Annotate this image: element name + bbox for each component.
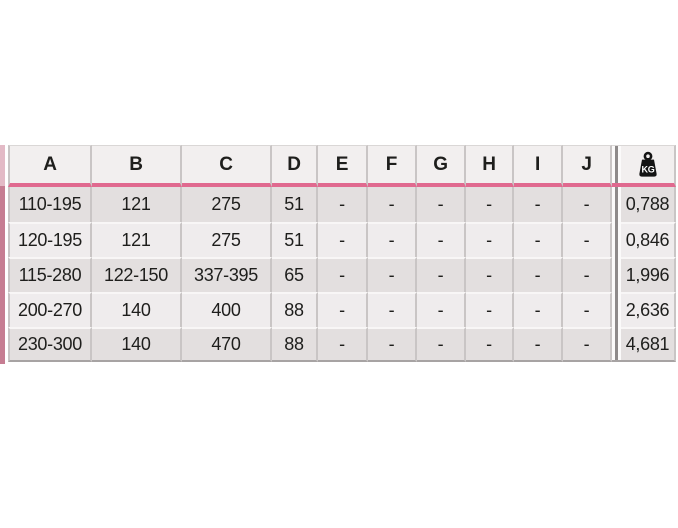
cell-e: - [318,222,368,257]
table-row: 115-280 122-150 337-395 65- - - - - -1,996 [8,257,676,292]
cell-d: 65 [272,257,318,292]
column-header-e: E [318,145,368,187]
cell-g: - [417,292,466,327]
cell-c: 400 [182,292,272,327]
cell-h: - [466,187,514,222]
weight-column-header: KG [621,145,676,187]
cell-d: 88 [272,327,318,362]
column-header-h: H [466,145,514,187]
table-row: 200-270 140 400 88- - - - - -2,636 [8,292,676,327]
cell-h: - [466,257,514,292]
row-spacer [612,257,621,292]
cell-g: - [417,222,466,257]
cell-d: 51 [272,222,318,257]
cell-f: - [368,327,417,362]
cell-j: - [563,222,612,257]
cell-i: - [514,257,563,292]
cell-a: 230-300 [8,327,92,362]
cell-i: - [514,292,563,327]
kg-icon-label: KG [641,165,654,175]
cell-f: - [368,257,417,292]
kg-weight-icon: KG [638,151,657,177]
cell-e: - [318,187,368,222]
cell-b: 140 [92,292,182,327]
table-row: 120-195 121 275 51- - - - - -0,846 [8,222,676,257]
column-header-i: I [514,145,563,187]
table-header: A B C D E F G H I J KG [8,145,676,187]
column-header-g: G [417,145,466,187]
row-spacer [612,187,621,222]
cell-a: 120-195 [8,222,92,257]
cell-d: 88 [272,292,318,327]
weight-cell: 4,681 [621,327,676,362]
table-row: 230-300 140 470 88- - - - - -4,681 [8,327,676,362]
cell-i: - [514,187,563,222]
cell-c: 275 [182,187,272,222]
header-row: A B C D E F G H I J KG [8,145,676,187]
cell-c: 337-395 [182,257,272,292]
cell-g: - [417,327,466,362]
row-spacer [612,327,621,362]
cell-c: 470 [182,327,272,362]
weight-cell: 0,846 [621,222,676,257]
cell-f: - [368,292,417,327]
cell-g: - [417,187,466,222]
header-spacer [612,145,621,187]
cell-i: - [514,327,563,362]
cell-g: - [417,257,466,292]
table-row: 110-195 121 275 51- - - - - -0,788 [8,187,676,222]
cell-b: 121 [92,222,182,257]
table-body: 110-195 121 275 51- - - - - -0,788 120-195 121 275 5… [8,187,676,362]
cell-b: 122-150 [92,257,182,292]
column-header-b: B [92,145,182,187]
cell-a: 110-195 [8,187,92,222]
cell-e: - [318,292,368,327]
cell-j: - [563,187,612,222]
cell-a: 200-270 [8,292,92,327]
column-header-f: F [368,145,417,187]
left-accent-bar [0,145,5,364]
cell-h: - [466,222,514,257]
cell-j: - [563,257,612,292]
cell-i: - [514,222,563,257]
cell-f: - [368,222,417,257]
weight-cell: 2,636 [621,292,676,327]
column-header-d: D [272,145,318,187]
row-spacer [612,222,621,257]
cell-h: - [466,292,514,327]
cell-d: 51 [272,187,318,222]
weight-cell: 0,788 [621,187,676,222]
column-header-j: J [563,145,612,187]
weight-cell: 1,996 [621,257,676,292]
cell-j: - [563,327,612,362]
cell-j: - [563,292,612,327]
cell-e: - [318,257,368,292]
spec-table: A B C D E F G H I J KG 110-195 121 275 51- - - - - -0,788 1… [8,145,676,362]
row-spacer [612,292,621,327]
cell-e: - [318,327,368,362]
cell-c: 275 [182,222,272,257]
cell-h: - [466,327,514,362]
cell-a: 115-280 [8,257,92,292]
cell-b: 140 [92,327,182,362]
column-header-c: C [182,145,272,187]
cell-f: - [368,187,417,222]
cell-b: 121 [92,187,182,222]
column-header-a: A [8,145,92,187]
